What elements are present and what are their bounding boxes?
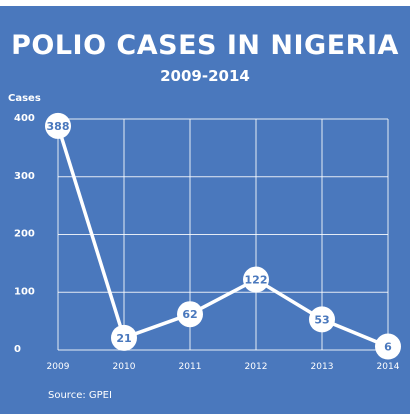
y-ticks: 0 100 200 300 400 [14,113,35,355]
y-tick-label: 200 [14,229,35,240]
series-line [56,125,389,349]
x-tick-label: 2012 [245,362,268,372]
x-ticks: 2009 2010 2011 2012 2013 2014 [47,362,400,372]
y-tick-label: 300 [14,171,35,182]
data-label: 122 [245,274,268,287]
top-strip [0,0,410,6]
data-point [177,301,203,328]
data-label: 6 [384,341,392,354]
y-tick-label: 100 [14,286,35,297]
chart-title: POLIO CASES IN NIGERIA [11,30,399,61]
data-point [111,324,137,351]
data-point [309,306,335,333]
data-point [243,266,269,293]
y-tick-label: 400 [14,113,35,124]
data-points: 388 21 62 122 53 6 [45,112,401,360]
series-cases [56,125,389,349]
x-tick-label: 2009 [47,362,70,372]
grid [57,118,389,351]
source-note: Source: GPEI [48,390,112,401]
y-tick-label: 0 [14,344,21,355]
x-tick-label: 2010 [113,362,136,372]
x-tick-label: 2013 [311,362,334,372]
x-tick-label: 2014 [377,362,400,372]
data-label: 21 [116,332,131,345]
data-label: 53 [314,313,329,326]
y-axis-label: Cases [8,93,41,104]
data-label: 62 [182,308,197,321]
chart-panel [0,6,410,414]
chart-subtitle: 2009-2014 [160,67,250,85]
data-point [375,333,401,360]
data-point [45,112,71,139]
data-label: 388 [47,120,70,133]
x-tick-label: 2011 [179,362,202,372]
